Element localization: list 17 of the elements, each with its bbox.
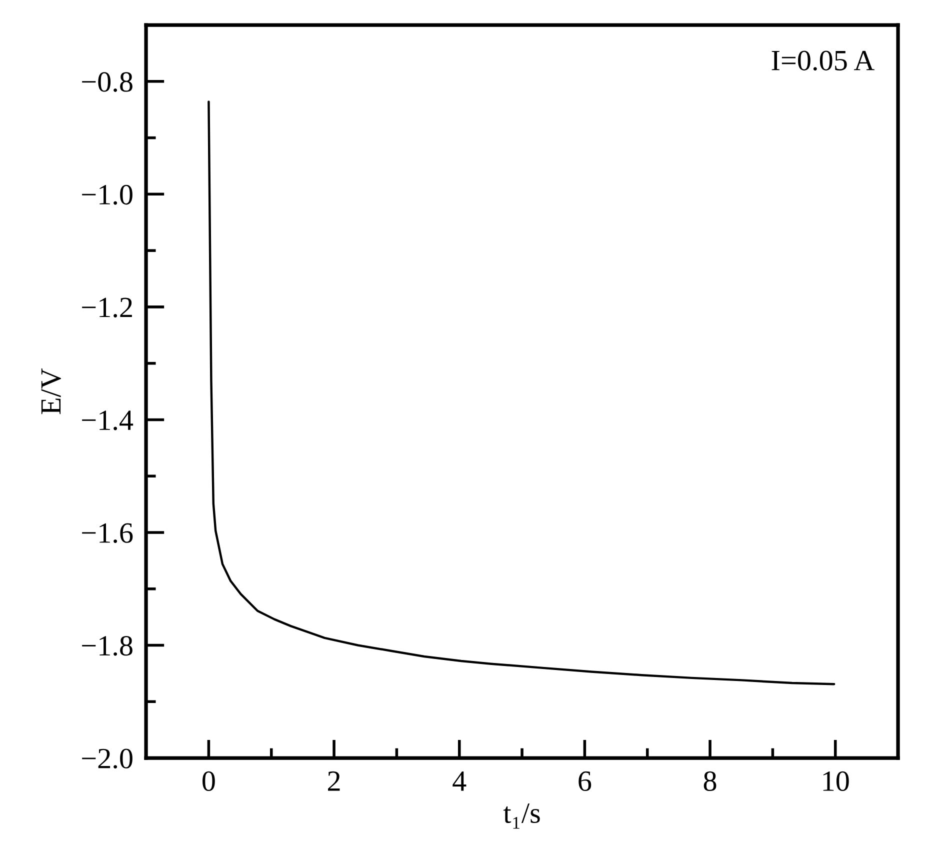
x-tick-label: 4 (452, 772, 466, 791)
line-series (208, 100, 836, 686)
x-tick-label: 2 (328, 771, 340, 791)
y-tick-label: −1.0 (82, 184, 132, 205)
annotation: I=0.05 A (772, 50, 875, 71)
y-tick-label: −1.6 (82, 523, 133, 544)
x-tick-label: 8 (704, 771, 716, 792)
x-axis-title: t₁/s (503, 804, 540, 829)
y-tick-label: −2.0 (82, 748, 132, 769)
y-tick-label: −0.8 (82, 72, 132, 92)
y-tick-label: −1.2 (82, 298, 132, 318)
x-tick-label: 6 (578, 771, 592, 792)
y-tick-label: −1.8 (82, 636, 132, 656)
x-tick-label: 0 (202, 771, 215, 792)
x-tick-label: 10 (823, 771, 849, 792)
y-tick-label: −1.4 (82, 410, 134, 430)
y-axis-title: E/V (41, 368, 61, 414)
